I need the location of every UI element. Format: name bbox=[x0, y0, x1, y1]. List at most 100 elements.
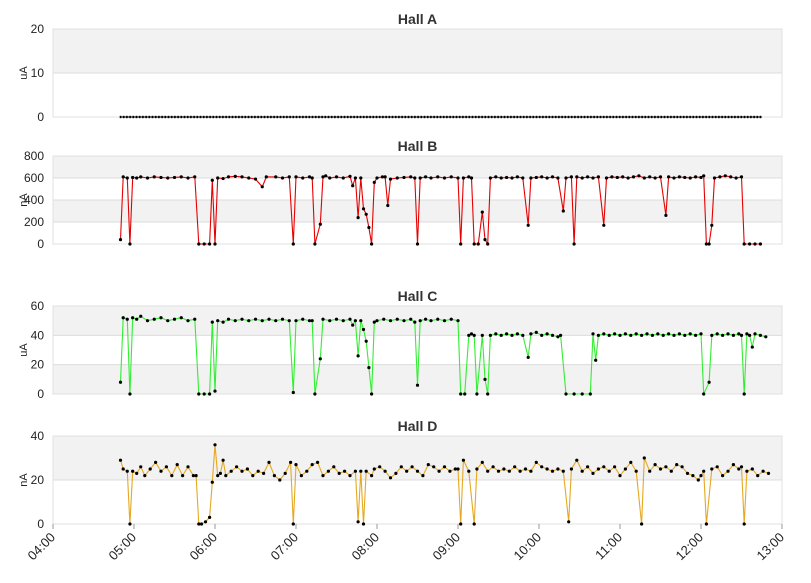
data-point bbox=[385, 115, 387, 119]
data-point bbox=[264, 175, 268, 179]
data-point bbox=[375, 319, 379, 323]
data-point bbox=[510, 333, 514, 337]
data-point bbox=[612, 115, 615, 119]
data-point bbox=[631, 115, 634, 119]
data-point bbox=[640, 522, 644, 526]
data-point bbox=[378, 115, 381, 119]
data-point bbox=[505, 175, 509, 180]
data-point bbox=[472, 333, 476, 337]
data-point bbox=[572, 392, 576, 396]
data-point bbox=[618, 333, 622, 337]
data-point bbox=[731, 463, 736, 467]
data-point bbox=[745, 469, 749, 473]
data-point bbox=[623, 332, 628, 336]
data-point bbox=[414, 115, 416, 119]
data-point bbox=[158, 115, 160, 119]
data-point bbox=[330, 115, 333, 119]
data-point bbox=[356, 520, 360, 524]
data-point bbox=[420, 115, 423, 119]
data-point bbox=[486, 392, 490, 396]
data-point bbox=[193, 115, 195, 119]
data-point bbox=[710, 223, 714, 227]
data-point bbox=[591, 332, 595, 336]
data-point bbox=[132, 115, 135, 119]
data-point bbox=[118, 238, 123, 242]
data-point bbox=[253, 177, 258, 181]
data-point bbox=[341, 319, 345, 323]
data-point bbox=[210, 480, 214, 484]
data-point bbox=[642, 176, 646, 180]
y-tick-label: 800 bbox=[24, 149, 44, 163]
data-point bbox=[139, 314, 143, 318]
data-point bbox=[664, 213, 668, 217]
data-point bbox=[421, 474, 425, 478]
data-point bbox=[631, 175, 636, 179]
data-point bbox=[519, 115, 522, 119]
data-point bbox=[692, 115, 695, 119]
data-point bbox=[402, 319, 406, 323]
data-point bbox=[126, 115, 128, 119]
data-point bbox=[529, 332, 533, 336]
data-point bbox=[448, 469, 452, 473]
data-point bbox=[510, 115, 512, 119]
y-axis-label: uA bbox=[18, 343, 30, 357]
data-point bbox=[739, 465, 744, 469]
data-point bbox=[404, 115, 407, 119]
plot-band bbox=[53, 436, 782, 480]
data-point bbox=[125, 469, 129, 473]
data-point bbox=[731, 333, 736, 337]
data-point bbox=[215, 115, 218, 119]
data-point bbox=[615, 175, 619, 180]
data-point bbox=[500, 115, 503, 119]
data-point bbox=[218, 115, 221, 119]
data-point bbox=[638, 115, 640, 119]
data-point bbox=[609, 115, 611, 119]
data-point bbox=[129, 115, 131, 119]
data-point bbox=[475, 392, 479, 396]
data-point bbox=[708, 115, 711, 119]
data-point bbox=[274, 175, 278, 179]
panel-3: 0 20 40 60 uA Hall C bbox=[18, 288, 783, 401]
data-point bbox=[462, 115, 464, 119]
y-tick-label: 10 bbox=[31, 66, 45, 80]
data-point bbox=[401, 115, 403, 119]
data-point bbox=[691, 474, 695, 478]
data-point bbox=[507, 469, 511, 473]
data-point bbox=[291, 390, 295, 395]
panel-2: 0 200 400 600 800 nA Hall B bbox=[18, 138, 783, 251]
data-point bbox=[661, 333, 665, 337]
data-point bbox=[372, 467, 376, 471]
plot-band bbox=[53, 73, 782, 117]
data-point bbox=[388, 319, 393, 323]
data-point bbox=[465, 115, 467, 119]
data-point bbox=[469, 176, 474, 180]
data-point bbox=[724, 115, 727, 119]
y-tick-label: 20 bbox=[31, 22, 45, 36]
data-point bbox=[159, 175, 163, 180]
data-point bbox=[372, 115, 375, 119]
data-point bbox=[364, 212, 368, 216]
data-point bbox=[386, 203, 390, 208]
data-point bbox=[683, 175, 687, 180]
data-point bbox=[702, 469, 706, 473]
data-point bbox=[388, 476, 393, 480]
data-point bbox=[540, 465, 544, 469]
data-point bbox=[602, 115, 605, 119]
data-point bbox=[474, 115, 477, 119]
y-tick-label: 20 bbox=[31, 473, 45, 487]
data-point bbox=[686, 115, 688, 119]
data-point bbox=[244, 115, 247, 119]
data-point bbox=[302, 115, 304, 119]
data-point bbox=[186, 465, 190, 469]
data-point bbox=[721, 474, 725, 478]
data-point bbox=[737, 332, 741, 336]
data-point bbox=[758, 333, 763, 337]
data-point bbox=[694, 333, 698, 337]
data-point bbox=[313, 392, 317, 396]
plot-band bbox=[53, 306, 782, 336]
data-point bbox=[292, 115, 295, 119]
data-point bbox=[321, 317, 325, 321]
data-point bbox=[254, 115, 256, 119]
data-point bbox=[613, 465, 617, 469]
data-point bbox=[253, 317, 258, 321]
